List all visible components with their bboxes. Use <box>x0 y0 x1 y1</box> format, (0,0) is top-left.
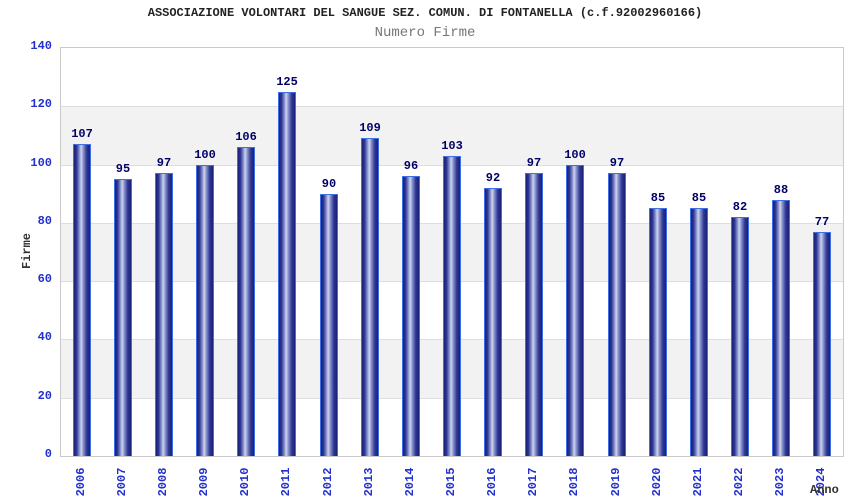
bar-value-label: 97 <box>526 156 542 170</box>
bar-2020 <box>649 208 667 456</box>
bar-2024 <box>813 232 831 456</box>
bar-2010 <box>237 147 255 456</box>
bar-2022 <box>731 217 749 456</box>
x-tick-label: 2023 <box>773 467 787 497</box>
bar-value-label: 85 <box>691 191 707 205</box>
y-tick-label: 140 <box>30 39 52 53</box>
x-tick-label: 2007 <box>115 467 129 497</box>
bar-value-label: 107 <box>71 127 93 141</box>
bar-2013 <box>361 138 379 456</box>
chart-title: ASSOCIAZIONE VOLONTARI DEL SANGUE SEZ. C… <box>147 6 703 20</box>
x-tick-label: 2022 <box>732 467 746 497</box>
x-tick-label: 2009 <box>197 467 211 497</box>
bar-2017 <box>525 173 543 456</box>
bar-value-label: 90 <box>321 177 337 191</box>
bar-value-label: 100 <box>194 148 216 162</box>
bar-2007 <box>114 179 132 456</box>
plot-band <box>61 106 843 165</box>
bar-value-label: 100 <box>564 148 586 162</box>
x-axis-title: Anno <box>810 483 839 497</box>
bar-2016 <box>484 188 502 456</box>
bar-value-label: 77 <box>814 215 830 229</box>
bar-2023 <box>772 200 790 456</box>
x-tick-label: 2008 <box>156 467 170 497</box>
bar-value-label: 125 <box>276 75 298 89</box>
bar-value-label: 92 <box>485 171 501 185</box>
bar-2014 <box>402 176 420 456</box>
x-tick-label: 2015 <box>444 467 458 497</box>
x-tick-label: 2020 <box>650 467 664 497</box>
x-tick-label: 2014 <box>403 467 417 497</box>
bar-2019 <box>608 173 626 456</box>
y-tick-label: 80 <box>37 213 52 228</box>
bar-2006 <box>73 144 91 456</box>
x-tick-label: 2017 <box>526 467 540 497</box>
bar-2011 <box>278 92 296 456</box>
bar-value-label: 96 <box>403 159 419 173</box>
x-tick-label: 2019 <box>609 467 623 497</box>
bar-value-label: 88 <box>773 183 789 197</box>
x-tick-label: 2006 <box>74 467 88 497</box>
bar-value-label: 109 <box>359 121 381 135</box>
bar-2008 <box>155 173 173 456</box>
y-tick-label: 0 <box>44 447 52 461</box>
y-axis-title: Firme <box>20 232 34 270</box>
y-tick-label: 40 <box>37 330 52 345</box>
x-tick-label: 2012 <box>321 467 335 497</box>
bar-value-label: 85 <box>650 191 666 205</box>
bar-2018 <box>566 165 584 456</box>
bar-value-label: 97 <box>156 156 172 170</box>
gridline <box>61 106 843 107</box>
x-tick-label: 2021 <box>691 467 705 497</box>
x-tick-label: 2016 <box>485 467 499 497</box>
bar-value-label: 103 <box>441 139 463 153</box>
bar-2015 <box>443 156 461 456</box>
plot-area: 107 95 97 100 106 125 90 109 96 103 92 97 100 97 85 85 8… <box>60 47 844 457</box>
x-tick-label: 2011 <box>279 467 293 497</box>
bar-2021 <box>690 208 708 456</box>
x-tick-label: 2010 <box>238 467 252 497</box>
y-tick-label: 60 <box>37 272 52 287</box>
bar-value-label: 97 <box>609 156 625 170</box>
y-tick-label: 100 <box>30 155 52 170</box>
bar-value-label: 95 <box>115 162 131 176</box>
x-tick-label: 2018 <box>567 467 581 497</box>
bar-2012 <box>320 194 338 456</box>
y-tick-label: 20 <box>37 388 52 403</box>
x-tick-label: 2013 <box>362 467 376 497</box>
bar-value-label: 106 <box>235 130 257 144</box>
chart-subtitle: Numero Firme <box>374 25 476 41</box>
y-tick-label: 120 <box>30 97 52 112</box>
bar-value-label: 82 <box>732 200 748 214</box>
bar-2009 <box>196 165 214 456</box>
